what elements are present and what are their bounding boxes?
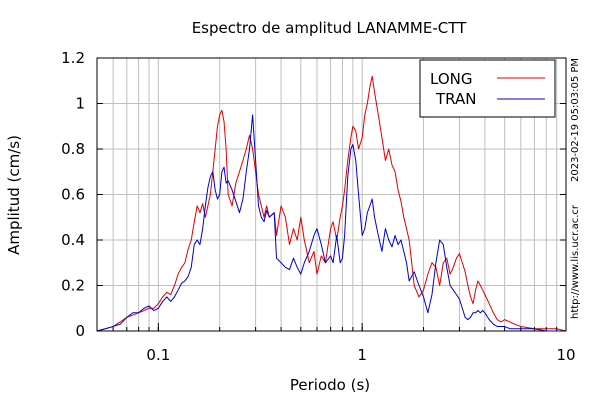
grid-lines — [96, 57, 566, 332]
x-tick-label: 0.1 — [146, 346, 170, 364]
y-axis-label: Amplitud (cm/s) — [5, 135, 23, 255]
x-axis-label: Periodo (s) — [290, 376, 370, 394]
legend-box — [419, 59, 556, 118]
y-tick-label: 0.8 — [61, 140, 85, 158]
series-line-long — [96, 75, 567, 332]
legend: LONG TRAN — [419, 59, 556, 118]
chart-title: Espectro de amplitud LANAMME-CTT — [192, 19, 467, 37]
series-line-tran — [96, 114, 566, 332]
legend-label-long: LONG — [430, 70, 472, 88]
legend-label-tran: TRAN — [435, 90, 476, 108]
y-tick-label: 0 — [75, 322, 85, 340]
source-url-label: http://www.lis.ucr.ac.cr — [570, 204, 581, 319]
y-tick-label: 0.6 — [61, 186, 85, 204]
y-tick-label: 1 — [75, 95, 85, 113]
y-tick-label: 0.2 — [61, 277, 85, 295]
y-tick-label: 0.4 — [61, 231, 85, 249]
timestamp-label: 2023-02-19 05:03:05 PM — [570, 58, 581, 182]
axis-ticks: 0 0.2 0.4 0.6 0.8 1 1.2 0.1 1 10 — [61, 49, 575, 364]
y-tick-label: 1.2 — [61, 49, 85, 67]
x-tick-label: 10 — [556, 346, 575, 364]
series-layer — [96, 75, 567, 332]
x-tick-label: 1 — [357, 346, 367, 364]
